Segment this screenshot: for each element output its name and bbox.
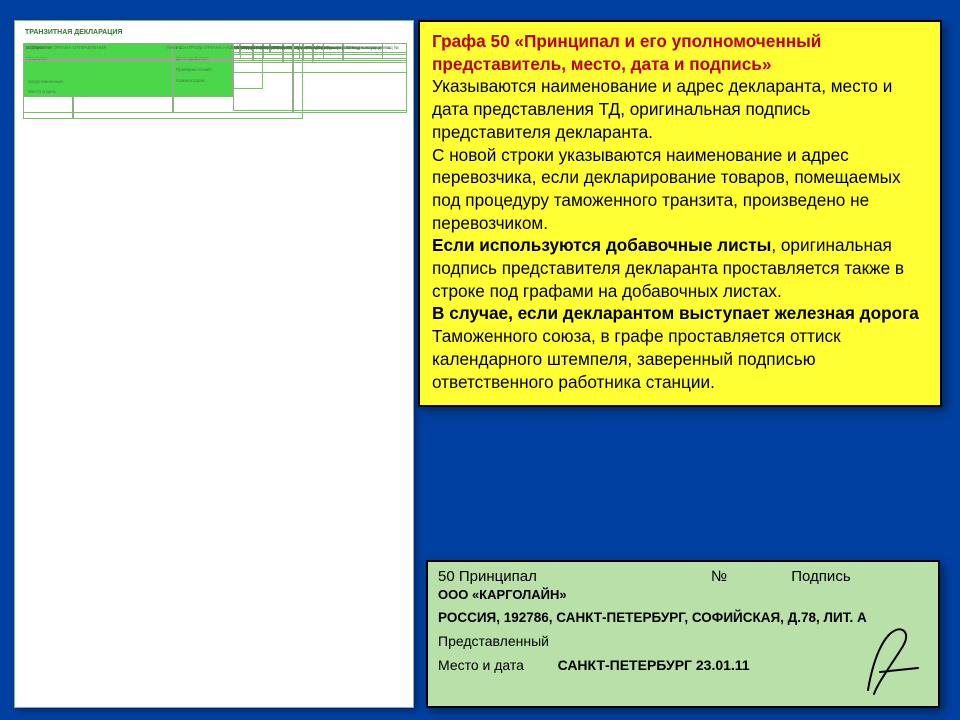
callout-p4a: В случае, если декларантом выступает жел… [432,303,919,323]
lbl-comm: Комментарии: [176,78,290,83]
ex-sig: Подпись [791,568,850,585]
ex-placedate-val: САНКТ-ПЕТЕРБУРГ 23.01.11 [558,657,750,673]
callout-p3a: Если используются добавочные листы [432,235,771,255]
example-box-50: 50 Принципал № Подпись ООО «КАРГОЛАЙН» Р… [426,560,940,708]
ex-no: № [711,568,727,585]
ex-company: ООО «КАРГОЛАЙН» [438,587,928,602]
transit-declaration-form: ТРАНЗИТНАЯ ДЕКЛАРАЦИЯ 2 Отправитель/Эксп… [14,20,414,708]
callout-header: Графа 50 «Принципал и его уполномоченный… [432,31,821,74]
ex-placedate-lbl: Место и дата [438,657,524,673]
lbl-pech-b: Печать: [166,45,182,50]
form-grid: 2 Отправитель/Экспортер № ДЕКЛАРАЦИЯ А О… [23,43,405,699]
callout-p4b: Таможенного союза, в графе проставляется… [432,326,841,391]
ex-label50: 50 Принципал [438,568,537,585]
lbl-check: Проверка пломб: [176,67,290,72]
callout-p1: Указываются наименование и адрес деклара… [432,76,892,141]
form-title: ТРАНЗИТНАЯ ДЕКЛАРАЦИЯ [25,29,122,36]
signature-icon [848,620,928,700]
callout-box-50: Графа 50 «Принципал и его уполномоченный… [418,20,942,407]
cell-bottom: Подпись: Печать: [23,43,407,59]
example-header-row: 50 Принципал № Подпись [438,568,928,585]
callout-p2: С новой строки указываются наименование … [432,145,901,233]
lbl-podp-b: Подпись: [26,45,45,50]
